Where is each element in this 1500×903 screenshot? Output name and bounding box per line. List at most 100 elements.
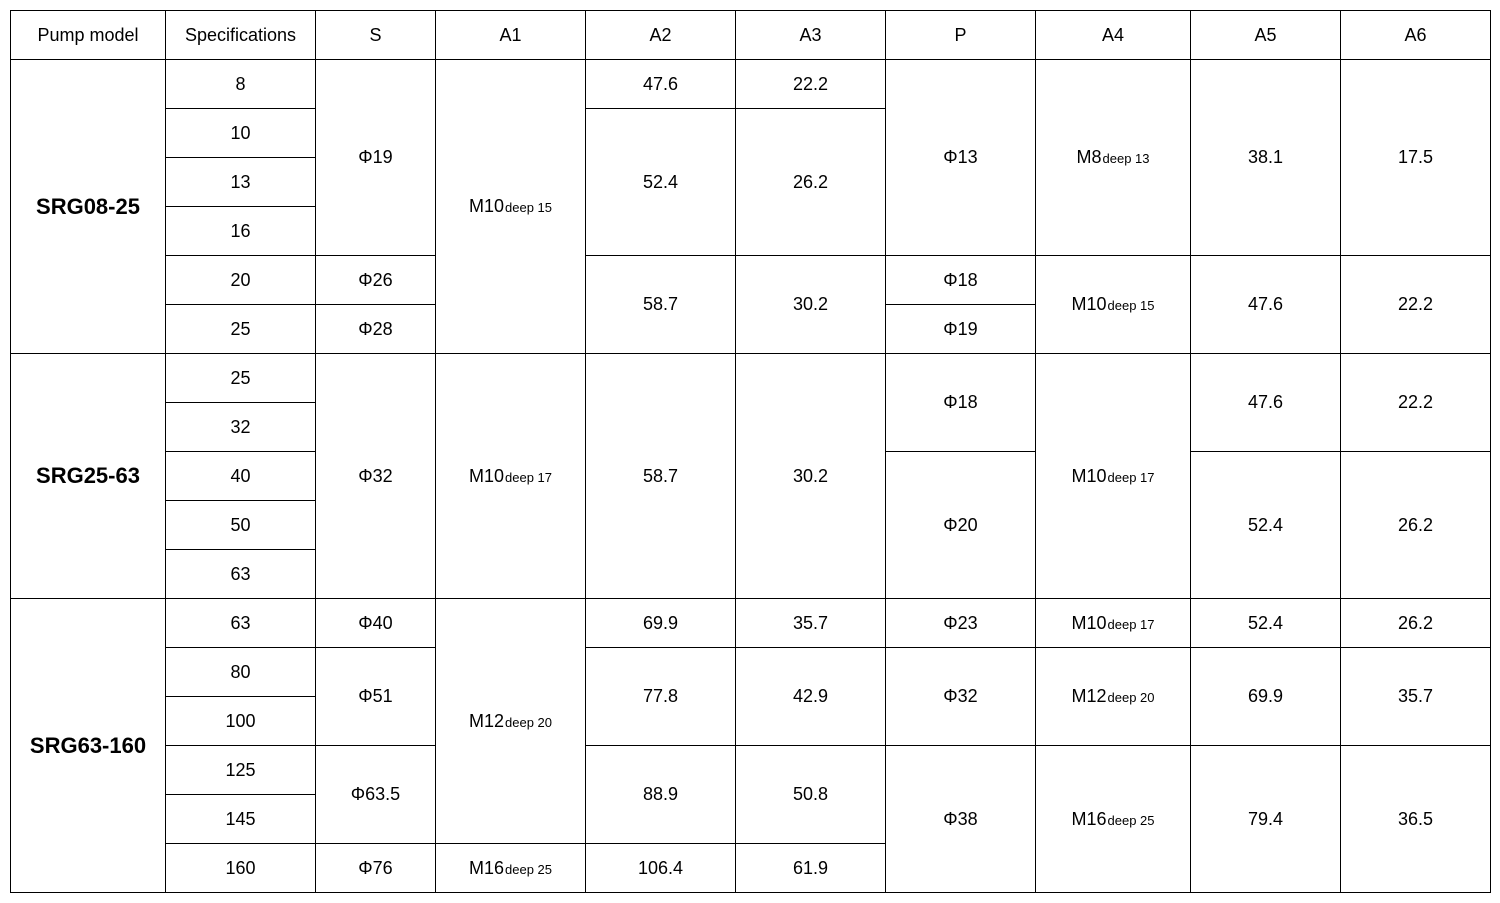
table-cell: 22.2 bbox=[1341, 256, 1491, 354]
table-cell: 106.4 bbox=[586, 844, 736, 893]
table-cell: Φ32 bbox=[886, 648, 1036, 746]
table-cell: 52.4 bbox=[1191, 599, 1341, 648]
table-cell: Φ18 bbox=[886, 256, 1036, 305]
table-cell: 40 bbox=[166, 452, 316, 501]
table-cell: SRG08-25 bbox=[11, 60, 166, 354]
table-row: SRG08-258Φ19M10deep 1547.622.2Φ13M8deep … bbox=[11, 60, 1491, 109]
table-row: 20Φ2658.730.2Φ18M10deep 1547.622.2 bbox=[11, 256, 1491, 305]
thread-size: M10 bbox=[1071, 294, 1106, 314]
thread-size: M10 bbox=[1071, 466, 1106, 486]
thread-depth: deep 25 bbox=[1108, 813, 1155, 828]
table-cell: M16deep 25 bbox=[1036, 746, 1191, 893]
table-cell: 63 bbox=[166, 550, 316, 599]
column-header: A2 bbox=[586, 11, 736, 60]
column-header: A6 bbox=[1341, 11, 1491, 60]
column-header: Specifications bbox=[166, 11, 316, 60]
table-cell: 25 bbox=[166, 305, 316, 354]
table-cell: 17.5 bbox=[1341, 60, 1491, 256]
table-cell: 47.6 bbox=[1191, 256, 1341, 354]
table-cell: M10deep 15 bbox=[1036, 256, 1191, 354]
column-header: S bbox=[316, 11, 436, 60]
table-cell: 36.5 bbox=[1341, 746, 1491, 893]
thread-depth: deep 20 bbox=[1108, 690, 1155, 705]
table-cell: 88.9 bbox=[586, 746, 736, 844]
table-cell: Φ63.5 bbox=[316, 746, 436, 844]
table-cell: Φ26 bbox=[316, 256, 436, 305]
table-cell: Φ23 bbox=[886, 599, 1036, 648]
table-cell: M10deep 17 bbox=[436, 354, 586, 599]
thread-depth: deep 20 bbox=[505, 715, 552, 730]
table-cell: Φ51 bbox=[316, 648, 436, 746]
thread-depth: deep 25 bbox=[505, 862, 552, 877]
table-cell: 26.2 bbox=[736, 109, 886, 256]
thread-depth: deep 17 bbox=[1108, 470, 1155, 485]
table-cell: 63 bbox=[166, 599, 316, 648]
table-cell: M12deep 20 bbox=[436, 599, 586, 844]
table-cell: 58.7 bbox=[586, 354, 736, 599]
table-cell: SRG63-160 bbox=[11, 599, 166, 893]
table-cell: 25 bbox=[166, 354, 316, 403]
table-cell: 79.4 bbox=[1191, 746, 1341, 893]
table-cell: Φ18 bbox=[886, 354, 1036, 452]
thread-depth: deep 13 bbox=[1103, 151, 1150, 166]
table-row: SRG25-6325Φ32M10deep 1758.730.2Φ18M10dee… bbox=[11, 354, 1491, 403]
table-cell: 22.2 bbox=[1341, 354, 1491, 452]
table-cell: M16deep 25 bbox=[436, 844, 586, 893]
thread-depth: deep 15 bbox=[1108, 298, 1155, 313]
table-cell: M12deep 20 bbox=[1036, 648, 1191, 746]
table-cell: Φ32 bbox=[316, 354, 436, 599]
table-cell: 145 bbox=[166, 795, 316, 844]
table-cell: SRG25-63 bbox=[11, 354, 166, 599]
table-cell: 26.2 bbox=[1341, 599, 1491, 648]
table-row: 80Φ5177.842.9Φ32M12deep 2069.935.7 bbox=[11, 648, 1491, 697]
thread-depth: deep 17 bbox=[505, 470, 552, 485]
thread-size: M10 bbox=[1071, 613, 1106, 633]
table-cell: 80 bbox=[166, 648, 316, 697]
table-row: SRG63-16063Φ40M12deep 2069.935.7Φ23M10de… bbox=[11, 599, 1491, 648]
table-cell: Φ19 bbox=[316, 60, 436, 256]
table-cell: Φ40 bbox=[316, 599, 436, 648]
table-cell: 30.2 bbox=[736, 256, 886, 354]
thread-size: M12 bbox=[1071, 686, 1106, 706]
table-cell: Φ28 bbox=[316, 305, 436, 354]
table-cell: 35.7 bbox=[736, 599, 886, 648]
table-cell: 8 bbox=[166, 60, 316, 109]
table-cell: 50.8 bbox=[736, 746, 886, 844]
table-cell: Φ38 bbox=[886, 746, 1036, 893]
column-header: A5 bbox=[1191, 11, 1341, 60]
table-cell: 125 bbox=[166, 746, 316, 795]
thread-size: M10 bbox=[469, 196, 504, 216]
table-cell: Φ20 bbox=[886, 452, 1036, 599]
column-header: A3 bbox=[736, 11, 886, 60]
table-cell: 47.6 bbox=[1191, 354, 1341, 452]
table-row: 125Φ63.588.950.8Φ38M16deep 2579.436.5 bbox=[11, 746, 1491, 795]
table-cell: 13 bbox=[166, 158, 316, 207]
table-cell: 58.7 bbox=[586, 256, 736, 354]
column-header: P bbox=[886, 11, 1036, 60]
table-cell: 10 bbox=[166, 109, 316, 158]
table-cell: 160 bbox=[166, 844, 316, 893]
table-cell: M10deep 17 bbox=[1036, 599, 1191, 648]
thread-size: M16 bbox=[1071, 809, 1106, 829]
pump-spec-table: Pump modelSpecificationsSA1A2A3PA4A5A6 S… bbox=[10, 10, 1491, 893]
thread-size: M12 bbox=[469, 711, 504, 731]
table-cell: M10deep 15 bbox=[436, 60, 586, 354]
table-cell: 50 bbox=[166, 501, 316, 550]
column-header: Pump model bbox=[11, 11, 166, 60]
thread-size: M16 bbox=[469, 858, 504, 878]
thread-size: M10 bbox=[469, 466, 504, 486]
table-cell: 32 bbox=[166, 403, 316, 452]
thread-depth: deep 15 bbox=[505, 200, 552, 215]
table-cell: Φ13 bbox=[886, 60, 1036, 256]
table-header: Pump modelSpecificationsSA1A2A3PA4A5A6 bbox=[11, 11, 1491, 60]
table-cell: M10deep 17 bbox=[1036, 354, 1191, 599]
table-cell: 42.9 bbox=[736, 648, 886, 746]
thread-depth: deep 17 bbox=[1108, 617, 1155, 632]
table-cell: 26.2 bbox=[1341, 452, 1491, 599]
table-cell: 47.6 bbox=[586, 60, 736, 109]
table-cell: 20 bbox=[166, 256, 316, 305]
table-cell: 52.4 bbox=[586, 109, 736, 256]
table-cell: Φ19 bbox=[886, 305, 1036, 354]
table-cell: 38.1 bbox=[1191, 60, 1341, 256]
table-cell: 22.2 bbox=[736, 60, 886, 109]
